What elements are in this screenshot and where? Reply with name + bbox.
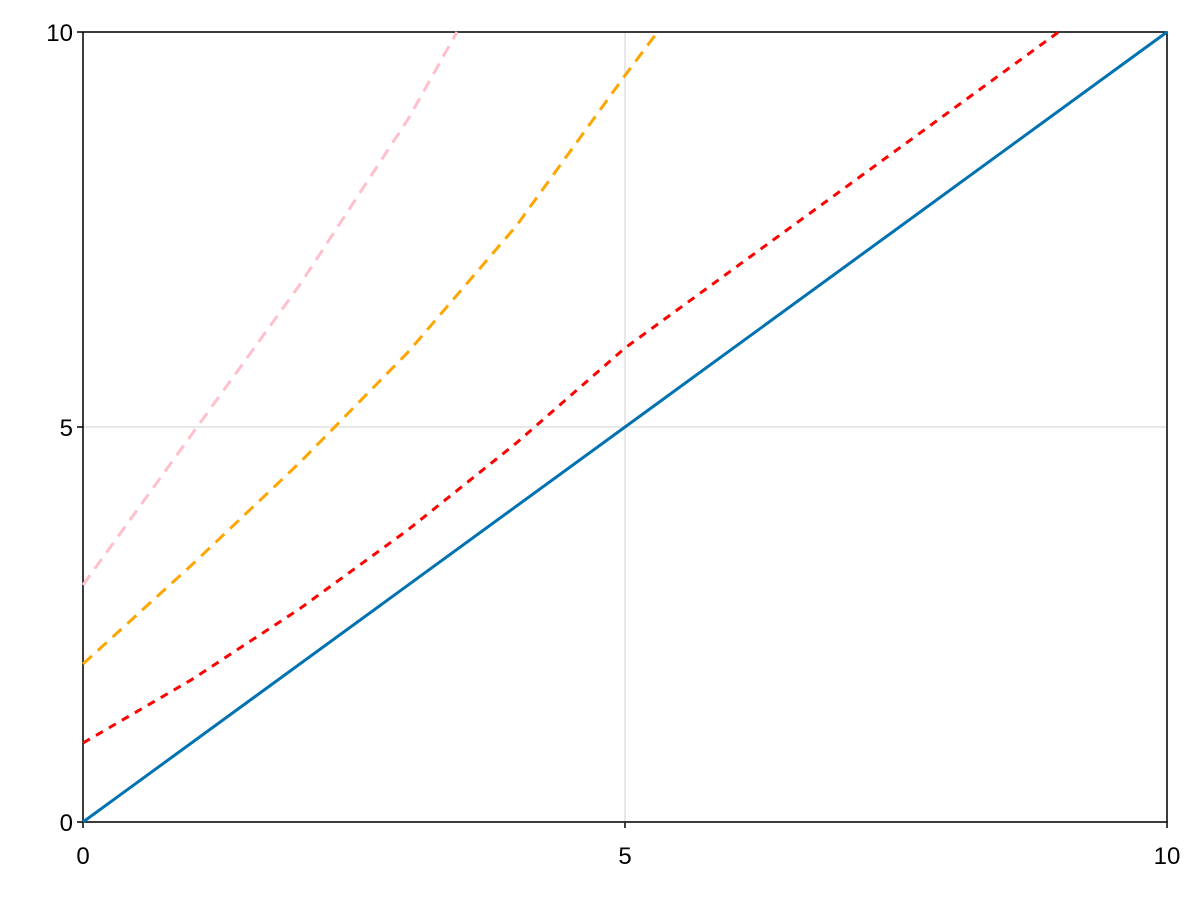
x-tick-label: 0 — [76, 843, 89, 870]
line-series — [81, 31, 459, 586]
x-tick-label: 10 — [1154, 843, 1181, 870]
line-series — [81, 31, 659, 666]
line-series — [82, 30, 1168, 824]
y-tick-label: 10 — [46, 20, 73, 47]
plot-frame — [82, 31, 1168, 823]
y-tick-label: 0 — [60, 810, 73, 837]
line-series — [82, 30, 1060, 745]
y-tick-label: 5 — [60, 415, 73, 442]
x-tick-label: 5 — [618, 843, 631, 870]
